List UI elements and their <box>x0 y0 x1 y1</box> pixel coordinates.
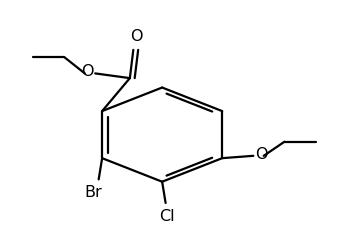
Text: Cl: Cl <box>159 209 175 224</box>
Text: Br: Br <box>84 185 102 200</box>
Text: O: O <box>81 64 94 79</box>
Text: O: O <box>255 147 267 162</box>
Text: O: O <box>131 29 143 44</box>
